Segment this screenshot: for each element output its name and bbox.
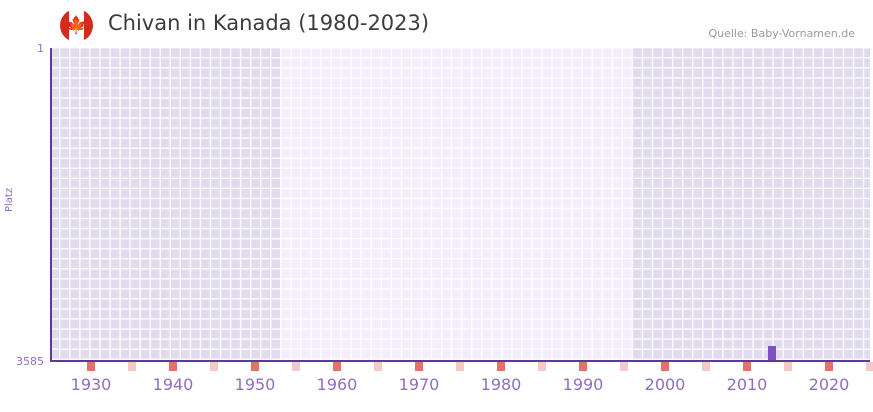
flag-band-left bbox=[60, 9, 70, 42]
x-tick-minor bbox=[784, 362, 792, 371]
source-label: Quelle: Baby-Vornamen.de bbox=[708, 27, 855, 40]
data-bar[interactable] bbox=[767, 345, 776, 360]
background-band bbox=[279, 48, 633, 360]
x-tick-label: 1940 bbox=[152, 375, 194, 394]
x-tick-major bbox=[661, 362, 669, 371]
maple-leaf-icon: 🍁 bbox=[65, 15, 88, 35]
x-tick-minor bbox=[702, 362, 710, 371]
x-tick-minor bbox=[292, 362, 300, 371]
x-tick-label: 2020 bbox=[808, 375, 850, 394]
x-tick-minor bbox=[456, 362, 464, 371]
y-tick-label-top: 1 bbox=[37, 42, 44, 55]
x-tick-major bbox=[825, 362, 833, 371]
x-tick-major bbox=[415, 362, 423, 371]
x-tick-label: 1960 bbox=[316, 375, 358, 394]
x-tick-major bbox=[497, 362, 505, 371]
y-axis-line bbox=[50, 48, 52, 362]
x-tick-minor bbox=[128, 362, 136, 371]
background-band bbox=[50, 48, 280, 360]
chart-header: 🍁 Chivan in Kanada (1980-2023) Quelle: B… bbox=[0, 0, 873, 46]
x-tick-major bbox=[251, 362, 259, 371]
x-tick-label: 2000 bbox=[644, 375, 686, 394]
x-tick-label: 2010 bbox=[726, 375, 768, 394]
x-tick-label: 1950 bbox=[234, 375, 276, 394]
x-tick-label: 1990 bbox=[562, 375, 604, 394]
plot-area bbox=[50, 48, 870, 360]
x-tick-minor bbox=[620, 362, 628, 371]
y-tick-label-bottom: 3585 bbox=[16, 355, 44, 368]
y-axis-title: Platz bbox=[4, 187, 15, 212]
x-tick-major bbox=[333, 362, 341, 371]
canada-flag-icon: 🍁 bbox=[60, 9, 93, 42]
x-tick-major bbox=[743, 362, 751, 371]
x-tick-label: 1980 bbox=[480, 375, 522, 394]
x-tick-major bbox=[169, 362, 177, 371]
page-title: Chivan in Kanada (1980-2023) bbox=[108, 11, 430, 35]
x-tick-major bbox=[579, 362, 587, 371]
x-axis-line bbox=[50, 360, 870, 362]
background-band bbox=[632, 48, 870, 360]
x-tick-label: 1970 bbox=[398, 375, 440, 394]
x-tick-minor bbox=[538, 362, 546, 371]
x-tick-minor bbox=[866, 362, 873, 371]
x-tick-minor bbox=[210, 362, 218, 371]
flag-band-right bbox=[83, 9, 93, 42]
x-tick-major bbox=[87, 362, 95, 371]
x-tick-minor bbox=[374, 362, 382, 371]
x-tick-label: 1930 bbox=[70, 375, 112, 394]
